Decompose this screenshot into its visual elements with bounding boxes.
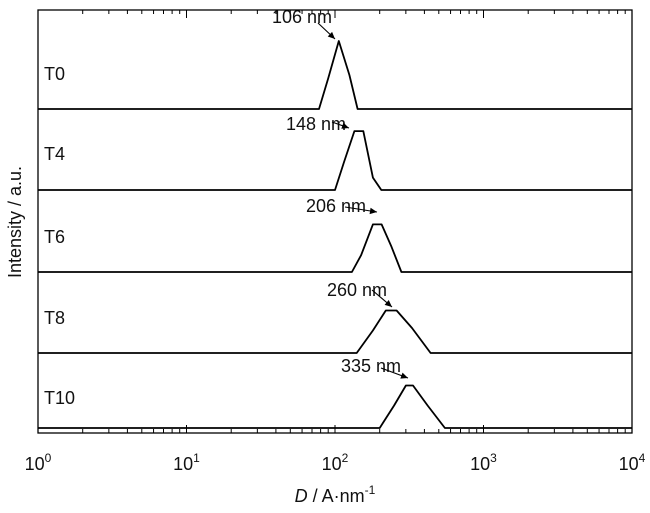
peak-label-t10: 335 nm (341, 356, 401, 376)
plot-lines (38, 40, 632, 429)
series-line-t10 (38, 384, 632, 429)
peak-arrowhead-t10 (400, 372, 408, 379)
series-labels: T0 T4 T6 T8 T10 (44, 64, 75, 408)
x-tick-labels: 100 101 102 103 104 (25, 451, 646, 474)
x-axis-label-italic: D (295, 486, 308, 506)
x-axis-label: D / A·nm-1 (295, 483, 376, 506)
series-label-t4: T4 (44, 144, 65, 164)
peak-label-t6: 206 nm (306, 196, 366, 216)
peak-arrowhead-t6 (369, 207, 377, 215)
peak-arrowhead-t8 (384, 300, 392, 307)
x-axis-label-main: / A·nm (308, 486, 365, 506)
peak-arrowhead-t4 (341, 122, 349, 129)
series-label-t0: T0 (44, 64, 65, 84)
series-line-t4 (38, 130, 632, 191)
x-tick-label: 100 (25, 451, 52, 474)
peak-label-t4: 148 nm (286, 114, 346, 134)
peak-annotations: 106 nm 148 nm 206 nm 260 nm 335 nm (272, 7, 409, 379)
plot-frame (37, 9, 633, 434)
series-label-t6: T6 (44, 227, 65, 247)
series-line-t6 (38, 223, 632, 273)
peak-arrowhead-t0 (327, 31, 335, 39)
x-axis-label-exponent: -1 (365, 483, 376, 497)
peak-label-t0: 106 nm (272, 7, 332, 27)
x-tick-label: 104 (619, 451, 646, 474)
series-line-t0 (38, 40, 632, 110)
series-line-t8 (38, 309, 632, 354)
series-label-t10: T10 (44, 388, 75, 408)
x-tick-label: 102 (322, 451, 349, 474)
x-ticks (37, 10, 633, 433)
y-axis-label: Intensity / a.u. (5, 166, 25, 278)
series-label-t8: T8 (44, 308, 65, 328)
x-tick-label: 101 (173, 451, 200, 474)
x-tick-label: 103 (470, 451, 497, 474)
peak-label-t8: 260 nm (327, 280, 387, 300)
